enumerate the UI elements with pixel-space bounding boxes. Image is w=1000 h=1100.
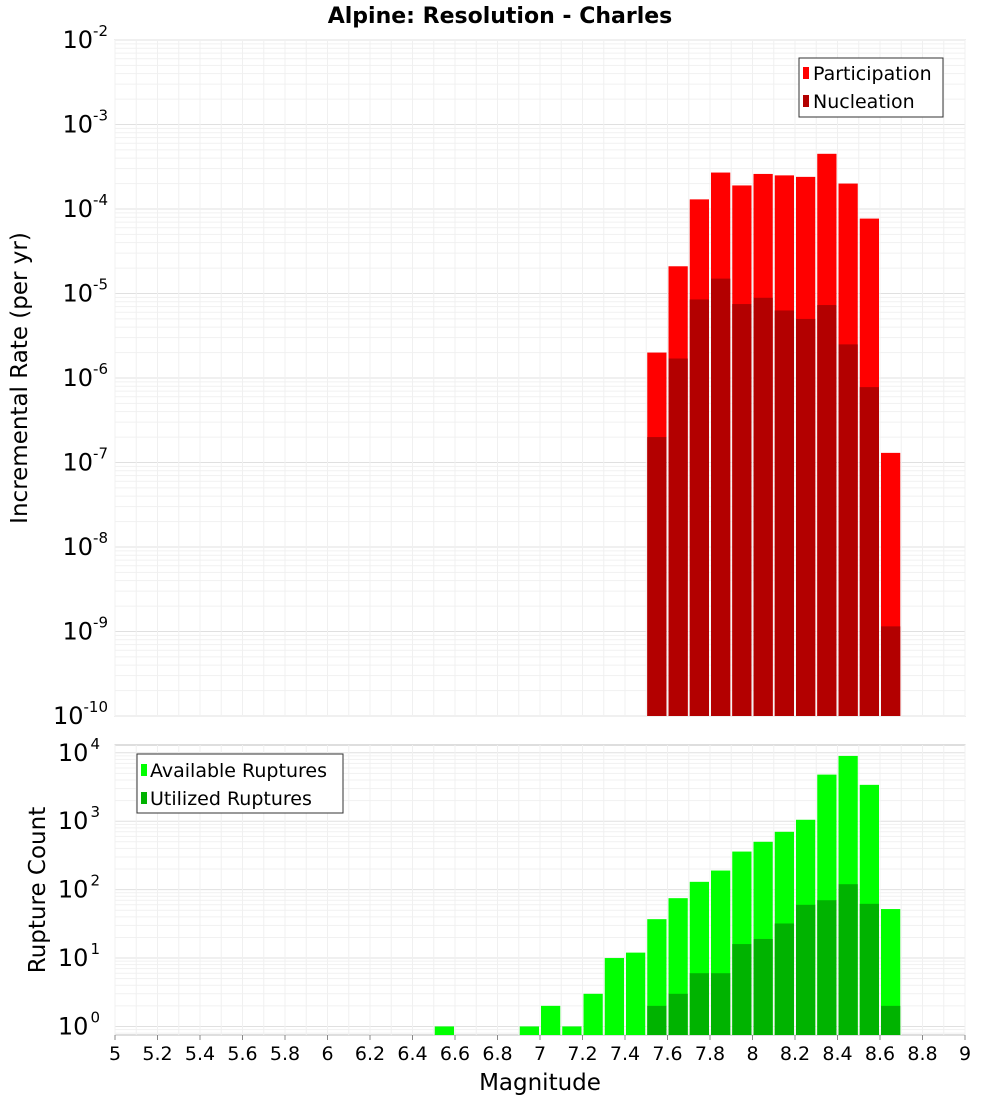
utilized-ruptures-bar: [817, 900, 837, 1035]
rate-grid: [114, 39, 966, 717]
rupture-legend-box: [136, 753, 344, 814]
chart-title: Alpine: Resolution - Charles: [328, 4, 673, 29]
x-tick-label: 8.2: [780, 1043, 810, 1065]
utilized-ruptures-bar: [796, 904, 816, 1035]
nucleation-bar: [689, 299, 709, 716]
x-tick-label: 5.8: [270, 1043, 300, 1065]
nucleation-bar: [753, 297, 773, 716]
nucleation-bar: [774, 310, 794, 716]
nucleation-bar: [817, 305, 837, 716]
x-tick-label: 5.6: [227, 1043, 257, 1065]
rupture-y-axis-label: Rupture Count: [25, 807, 51, 973]
available-swatch: [141, 764, 147, 776]
x-tick-label: 6.4: [397, 1043, 427, 1065]
x-tick-label: 7.6: [652, 1043, 682, 1065]
x-tick-label: 8.6: [865, 1043, 895, 1065]
x-tick-label: 7.4: [610, 1043, 640, 1065]
rupture-bars: [434, 755, 901, 1035]
available-ruptures-bar: [881, 909, 901, 1035]
utilized-ruptures-bar: [732, 944, 752, 1035]
x-tick-label: 9: [959, 1043, 971, 1065]
utilized-ruptures-bar: [689, 973, 709, 1035]
x-tick-label: 5.2: [142, 1043, 172, 1065]
nucleation-bar: [732, 304, 752, 716]
utilized-ruptures-bar: [668, 993, 688, 1035]
rate-bars: [647, 153, 901, 717]
nucleation-swatch: [803, 95, 809, 107]
available-legend-label: Available Ruptures: [150, 760, 327, 782]
nucleation-legend-label: Nucleation: [813, 91, 915, 113]
utilized-swatch: [141, 792, 147, 804]
available-ruptures-bar: [434, 1026, 454, 1035]
utilized-ruptures-bar: [859, 903, 879, 1035]
available-ruptures-bar: [541, 1005, 561, 1035]
magnitude-x-ticks: 5 5.2 5.4 5.6 5.8 6 6.2 6.4 6.6 6.8 7 7.2 7.4 7.6 7.8 8…: [109, 1035, 971, 1065]
available-ruptures-bar: [604, 958, 624, 1035]
utilized-ruptures-bar: [881, 1005, 901, 1035]
available-ruptures-bar: [562, 1026, 582, 1035]
available-ruptures-bar: [519, 1026, 539, 1035]
nucleation-bar: [668, 358, 688, 716]
rate-legend: Participation Nucleation: [798, 57, 944, 118]
utilized-ruptures-bar: [711, 973, 731, 1035]
x-tick-label: 8: [746, 1043, 758, 1065]
nucleation-bar: [711, 278, 731, 716]
x-tick-label: 7: [534, 1043, 546, 1065]
nucleation-bar: [859, 387, 879, 716]
x-tick-label: 8.8: [907, 1043, 937, 1065]
utilized-ruptures-bar: [753, 938, 773, 1035]
x-tick-label: 5: [109, 1043, 121, 1065]
available-ruptures-bar: [583, 993, 603, 1035]
utilized-ruptures-bar: [774, 923, 794, 1035]
rate-y-tick-label: 10-6: [62, 360, 108, 392]
nucleation-bar: [796, 318, 816, 716]
utilized-legend-label: Utilized Ruptures: [150, 788, 312, 810]
rupture-legend: Available Ruptures Utilized Ruptures: [136, 753, 344, 814]
x-tick-label: 7.2: [567, 1043, 597, 1065]
x-tick-label: 6.8: [482, 1043, 512, 1065]
rate-y-axis-label: Incremental Rate (per yr): [7, 232, 33, 524]
x-tick-label: 8.4: [822, 1043, 852, 1065]
utilized-ruptures-bar: [647, 1005, 667, 1035]
x-tick-label: 6: [321, 1043, 333, 1065]
x-axis-label: Magnitude: [479, 1070, 601, 1096]
available-ruptures-bar: [626, 952, 646, 1035]
x-tick-label: 5.4: [185, 1043, 215, 1065]
nucleation-bar: [838, 344, 858, 716]
participation-legend-label: Participation: [813, 63, 932, 85]
x-tick-label: 6.6: [440, 1043, 470, 1065]
rate-legend-box: [798, 57, 944, 118]
x-tick-label: 6.2: [355, 1043, 385, 1065]
nucleation-bar: [647, 437, 667, 716]
rate-y-tick-label: 10-10: [53, 698, 108, 730]
nucleation-bar: [881, 626, 901, 716]
participation-swatch: [803, 67, 809, 79]
x-tick-label: 7.8: [695, 1043, 725, 1065]
utilized-ruptures-bar: [838, 884, 858, 1035]
